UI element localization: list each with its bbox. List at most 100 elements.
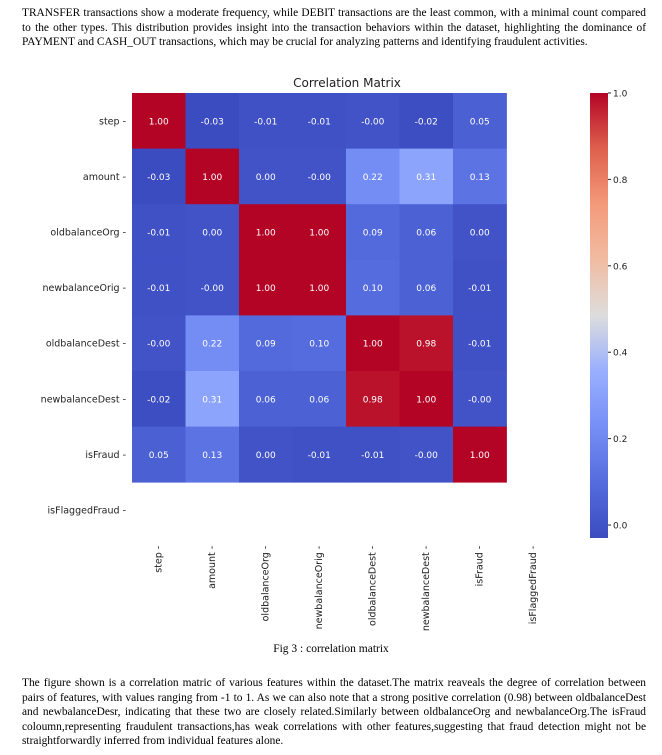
figure-caption: Fig 3 : correlation matrix (273, 643, 389, 655)
cell-value-label: 0.05 (149, 451, 169, 461)
discussion-paragraph: The figure shown is a correlation matric… (22, 677, 646, 748)
cell-value-label: 0.09 (363, 229, 383, 239)
cell-value-label: 0.98 (363, 395, 383, 405)
column-tick-label: newbalanceOrig - (314, 546, 325, 630)
row-tick-label: isFlaggedFraud - (48, 506, 126, 517)
cell-value-label: 0.22 (363, 173, 383, 183)
cell-value-label: 0.98 (416, 340, 436, 350)
intro-paragraph: TRANSFER transactions show a moderate fr… (22, 7, 646, 49)
cell-value-label: -0.01 (361, 451, 384, 461)
cell-value-label: -0.01 (308, 117, 331, 127)
heatmap-cell (185, 93, 240, 149)
heatmap-cell (292, 93, 347, 149)
cell-value-label: -0.00 (361, 117, 385, 127)
colorbar-tick-label: 0.6 (613, 262, 628, 272)
cell-value-label: 1.00 (309, 284, 329, 294)
cell-value-label: -0.00 (201, 284, 225, 294)
heatmap-cell (292, 204, 347, 261)
heatmap-cell (185, 315, 240, 372)
cell-value-label: 0.22 (202, 340, 222, 350)
cell-value-label: -0.02 (147, 395, 170, 405)
cell-value-label: 0.06 (256, 395, 276, 405)
heatmap-cell (185, 371, 240, 427)
heatmap-cell (399, 426, 454, 483)
column-tick-label: step - (154, 546, 165, 573)
heatmap-cell (132, 93, 186, 149)
heatmap-cell (399, 315, 454, 372)
cell-value-label: -0.01 (254, 117, 277, 127)
cell-value-label: 0.00 (256, 451, 276, 461)
heatmap-cell (453, 259, 507, 316)
cell-value-label: 0.06 (416, 284, 436, 294)
heatmap-cell (132, 426, 186, 483)
cell-value-label: -0.00 (308, 173, 332, 183)
heatmap-cell (292, 148, 347, 205)
heatmap-cell (239, 204, 293, 261)
cell-value-label: 1.00 (470, 451, 490, 461)
cell-value-label: 0.00 (470, 229, 490, 239)
heatmap-cell (292, 315, 347, 372)
cell-value-label: -0.01 (147, 229, 170, 239)
heatmap-cell (185, 426, 240, 483)
heatmap-cell (453, 315, 507, 372)
cell-value-label: 0.10 (309, 340, 329, 350)
row-labels: step - amount - oldbalanceOrg - newbalanceO… (41, 116, 126, 516)
heatmap-cell (239, 371, 293, 427)
heatmap-cell (292, 426, 347, 483)
heatmap-cell (185, 259, 240, 316)
heatmap-cell (346, 426, 400, 483)
heatmap-cell (453, 426, 507, 483)
column-tick-label: newbalanceDest - (421, 546, 432, 631)
colorbar-tick-label: 0.2 (613, 435, 627, 445)
cell-value-label: 0.31 (202, 395, 222, 405)
cell-value-label: -0.01 (147, 284, 170, 294)
correlation-heatmap: Correlation Matrix 1.00 -0.03 -0.01 -0.01 -0… (41, 76, 628, 631)
cell-value-label: 1.00 (363, 340, 383, 350)
cell-value-label: -0.02 (415, 117, 438, 127)
cell-value-label: 0.31 (416, 173, 436, 183)
cell-value-label: 1.00 (149, 117, 169, 127)
cell-value-label: 0.10 (363, 284, 383, 294)
column-labels: step - amount - oldbalanceOrg - newbalanceO… (154, 546, 540, 631)
column-tick-label: oldbalanceOrg - (261, 546, 272, 622)
heatmap-cell (239, 259, 293, 316)
cell-value-label: -0.01 (468, 284, 491, 294)
cell-value-label: 0.05 (470, 117, 490, 127)
heatmap-cell (453, 204, 507, 261)
cell-value-label: -0.03 (147, 173, 170, 183)
heatmap-cells: 1.00 -0.03 -0.01 -0.01 -0.00 -0.02 0.05 -0.03 1.… (132, 93, 507, 483)
colorbar-tick-label: 1.0 (613, 90, 628, 100)
heatmap-cell (346, 204, 400, 261)
heatmap-cell (292, 259, 347, 316)
cell-value-label: -0.01 (308, 451, 331, 461)
colorbar-tick-label: 0.8 (613, 176, 628, 186)
cell-value-label: -0.03 (201, 117, 224, 127)
heatmap-cell (399, 371, 454, 427)
cell-value-label: 1.00 (309, 229, 329, 239)
row-tick-label: newbalanceDest - (41, 394, 126, 405)
heatmap-cell (453, 93, 507, 149)
heatmap-cell (453, 148, 507, 205)
row-tick-label: isFraud - (85, 450, 126, 461)
heatmap-cell (132, 148, 186, 205)
cell-value-label: 1.00 (256, 284, 276, 294)
heatmap-cell (132, 371, 186, 427)
colorbar-tick-label: 0.4 (613, 349, 628, 359)
heatmap-cell (346, 93, 400, 149)
heatmap-cell (399, 204, 454, 261)
cell-value-label: -0.00 (415, 451, 439, 461)
cell-value-label: -0.00 (147, 340, 171, 350)
cell-value-label: 0.06 (309, 395, 329, 405)
heatmap-cell (346, 148, 400, 205)
heatmap-cell (399, 148, 454, 205)
row-tick-label: newbalanceOrig - (42, 283, 126, 294)
heatmap-cell (346, 315, 400, 372)
cell-value-label: 1.00 (256, 229, 276, 239)
cell-value-label: 1.00 (202, 173, 222, 183)
cell-value-label: -0.01 (468, 340, 491, 350)
heatmap-cell (346, 259, 400, 316)
cell-value-label: 0.06 (416, 229, 436, 239)
row-tick-label: oldbalanceDest - (46, 339, 126, 350)
cell-value-label: 0.00 (202, 229, 222, 239)
cell-value-label: 0.00 (256, 173, 276, 183)
